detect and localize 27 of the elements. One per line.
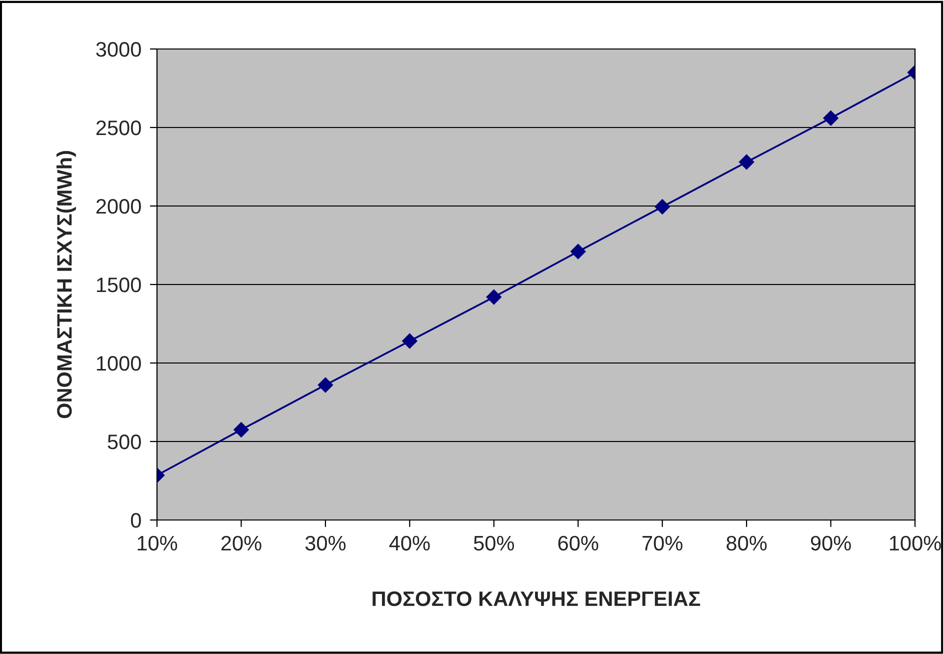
- y-tick-label: 2000: [96, 199, 141, 214]
- x-tick-label: 40%: [389, 536, 430, 551]
- x-tick-label: 70%: [642, 536, 682, 551]
- point: [234, 422, 249, 438]
- point: [402, 333, 418, 349]
- y-tick-label: 500: [108, 434, 141, 450]
- point: [738, 154, 754, 170]
- point: [318, 377, 334, 393]
- x-tick-label: 10%: [138, 536, 178, 551]
- x-tick-label: 50%: [474, 536, 514, 551]
- y-tick-label: 1000: [96, 356, 141, 371]
- point: [486, 289, 502, 305]
- y-tick-label: 0: [130, 513, 141, 528]
- x-tick-label: 80%: [726, 536, 767, 551]
- x-tick-label: 60%: [558, 536, 598, 551]
- point: [570, 244, 586, 260]
- y-axis-title: ΟΝΟΜΑΣΤΙΚΗ ΙΣΧΥΣ(MWh): [56, 151, 76, 418]
- x-tick-label: 30%: [305, 536, 346, 551]
- y-tick-label: 2500: [96, 120, 141, 136]
- x-tick-label: 20%: [221, 536, 262, 551]
- x-axis-title: ΠΟΣΟΣΤΟ ΚΑΛΥΨΗΣ ΕΝΕΡΓΕΙΑΣ: [372, 591, 700, 606]
- x-tick-label: 90%: [810, 536, 851, 551]
- point: [654, 199, 670, 214]
- point: [823, 110, 838, 126]
- y-tick-label: 3000: [96, 42, 141, 57]
- y-tick-label: 1500: [96, 278, 141, 292]
- x-tick-label: 100%: [890, 536, 941, 551]
